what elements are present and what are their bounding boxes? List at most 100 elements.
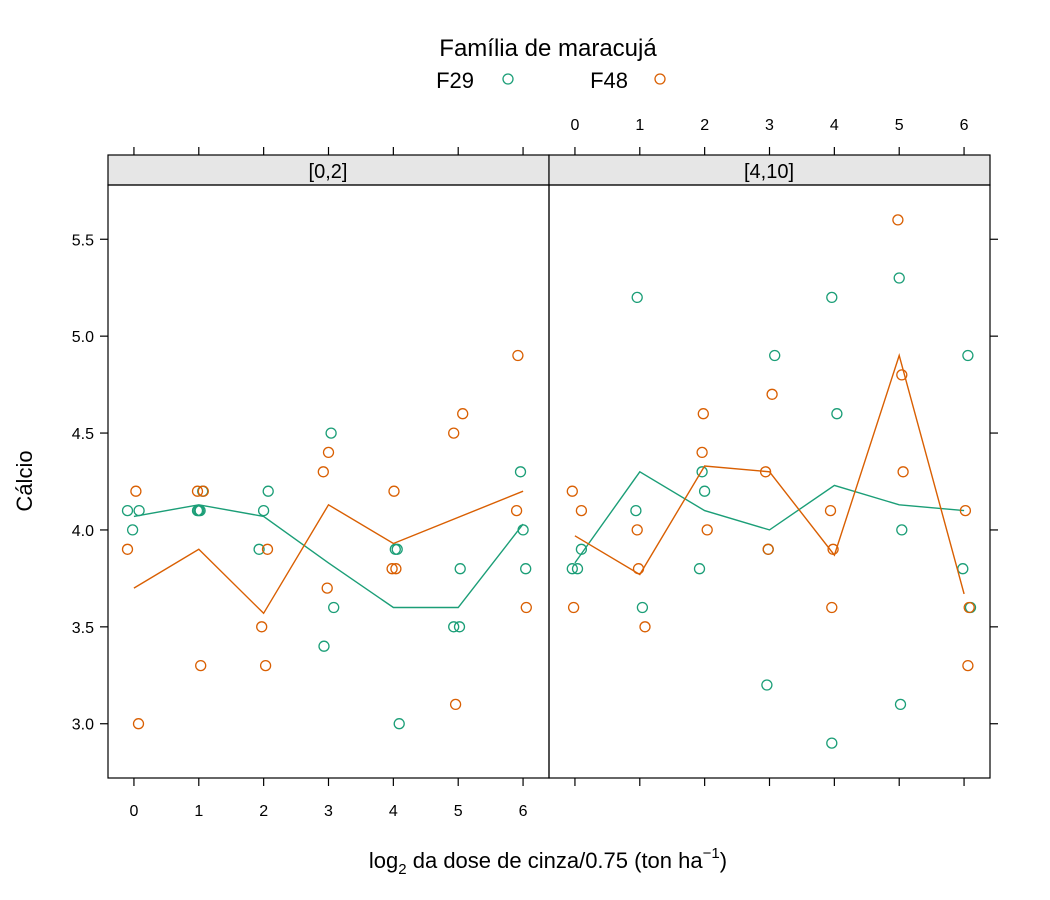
y-tick-label-5.5: 5.5 [72, 232, 94, 249]
point-f29-panel-1-20 [517, 524, 529, 536]
point-f48-panel-1-5 [197, 485, 209, 497]
x-tick-label-top-3: 3 [765, 117, 774, 134]
point-f48-panel-1-8 [261, 543, 274, 555]
point-f48-panel-1-4 [195, 659, 207, 672]
point-f48-panel-2-7 [697, 408, 709, 420]
point-f48-panel-2-8 [701, 524, 713, 536]
point-f48-panel-2-10 [762, 543, 774, 555]
point-f29-panel-2-5 [636, 601, 649, 614]
point-f29-panel-2-17 [896, 524, 908, 536]
point-f48-panel-2-14 [827, 543, 839, 555]
point-f29-panel-2-7 [696, 466, 708, 478]
point-f48-panel-2-11 [766, 388, 778, 400]
point-f29-panel-2-4 [631, 291, 643, 304]
x-tick-label-bottom-6: 6 [519, 803, 528, 820]
legend: Família de maracujá F29 F48 [436, 35, 666, 93]
strip-label-left: [0,2] [309, 161, 348, 183]
x-tick-label-top-2: 2 [700, 117, 709, 134]
x-tick-label-bottom-3: 3 [324, 803, 333, 820]
axes: 3.0 3.5 4.0 4.5 5.0 5.5 0 0 1 1 2 2 3 3 4 4 5 5 6 6 [72, 117, 998, 820]
point-f48-panel-1-15 [448, 427, 460, 439]
mean-line-f29-panel-2 [574, 470, 965, 564]
point-f48-panel-2-3 [631, 524, 643, 536]
point-f48-panel-2-1 [567, 601, 580, 614]
x-tick-label-bottom-2: 2 [259, 803, 268, 820]
point-f29-panel-1-7 [253, 543, 265, 555]
point-f48-panel-2-15 [892, 214, 904, 226]
point-f29-panel-1-19 [514, 466, 527, 478]
point-f29-panel-1-0 [121, 504, 134, 517]
point-f29-panel-1-16 [448, 621, 460, 633]
point-f29-panel-1-5 [194, 504, 206, 517]
point-f29-panel-2-0 [566, 563, 578, 575]
x-tick-label-top-4: 4 [830, 117, 839, 134]
point-f48-panel-1-18 [510, 504, 523, 517]
point-f48-panel-1-10 [321, 582, 333, 594]
point-f29-panel-2-1 [571, 563, 584, 575]
panel-right [566, 214, 977, 749]
y-axis-title: Cálcio [12, 450, 37, 511]
point-f29-panel-2-3 [630, 504, 642, 517]
panel-frame-left [107, 184, 550, 779]
point-f48-panel-2-17 [897, 466, 909, 478]
y-tick-label-5.0: 5.0 [72, 329, 94, 346]
legend-label-f48: F48 [590, 68, 628, 93]
x-tick-label-bottom-5: 5 [454, 803, 463, 820]
point-f48-panel-1-3 [191, 485, 204, 497]
strip-left-bg [107, 154, 550, 186]
point-f48-panel-1-9 [317, 466, 329, 478]
point-f29-panel-1-10 [318, 640, 330, 652]
x-axis-title-close: ) [720, 848, 727, 873]
point-f48-panel-1-14 [390, 563, 402, 575]
point-f29-panel-1-8 [257, 504, 270, 517]
point-f29-panel-2-18 [957, 563, 969, 575]
point-f48-panel-2-6 [696, 446, 708, 459]
point-f48-panel-2-13 [826, 601, 838, 614]
mean-line-f48-panel-2 [574, 353, 965, 595]
strip-right-bg [548, 154, 991, 186]
legend-marker-f29 [502, 73, 514, 85]
x-axis-title-base: log [369, 848, 398, 873]
point-f29-panel-1-11 [325, 427, 337, 439]
point-f48-panel-2-2 [575, 504, 588, 517]
point-f48-panel-1-11 [322, 446, 335, 459]
panel-left [121, 349, 532, 730]
point-f48-panel-1-16 [449, 698, 462, 711]
point-f29-panel-1-12 [328, 601, 340, 614]
point-f29-panel-1-1 [133, 504, 145, 517]
point-f29-panel-1-14 [391, 543, 403, 555]
strip-label-right: [4,10] [744, 161, 794, 183]
point-f29-panel-1-18 [454, 563, 466, 575]
point-f48-panel-2-19 [962, 659, 974, 672]
x-tick-label-bottom-1: 1 [194, 803, 203, 820]
point-f48-panel-1-17 [457, 408, 469, 420]
point-f29-panel-2-6 [693, 563, 706, 575]
x-axis-title-superscript: −1 [703, 845, 720, 862]
point-f48-panel-2-16 [896, 369, 908, 381]
y-tick-label-4.5: 4.5 [72, 426, 94, 443]
mean-line-f48-panel-1 [133, 490, 524, 615]
x-tick-label-top-6: 6 [960, 117, 969, 134]
point-f29-panel-1-2 [126, 524, 139, 536]
point-f29-panel-2-2 [575, 543, 588, 555]
x-axis-title: log2 da dose de cinza/0.75 (ton ha−1) [369, 845, 727, 878]
y-tick-label-4.0: 4.0 [72, 523, 94, 540]
point-f48-panel-1-12 [386, 563, 398, 575]
point-f29-panel-1-9 [262, 485, 274, 497]
x-tick-label-top-1: 1 [635, 117, 644, 134]
legend-marker-f48 [654, 73, 666, 85]
point-f29-panel-2-16 [894, 698, 907, 711]
point-f48-panel-2-20 [963, 601, 975, 614]
x-tick-label-bottom-0: 0 [129, 803, 138, 820]
point-f48-panel-2-4 [632, 563, 645, 575]
point-f29-panel-2-11 [769, 349, 781, 362]
x-tick-label-top-5: 5 [895, 117, 904, 134]
point-f29-panel-2-9 [761, 679, 773, 691]
point-f48-panel-2-5 [639, 621, 651, 633]
point-f48-panel-1-7 [259, 659, 272, 672]
point-f29-panel-2-13 [826, 737, 838, 749]
point-f48-panel-1-6 [256, 621, 268, 633]
x-tick-label-top-0: 0 [570, 117, 579, 134]
legend-label-f29: F29 [436, 68, 474, 93]
